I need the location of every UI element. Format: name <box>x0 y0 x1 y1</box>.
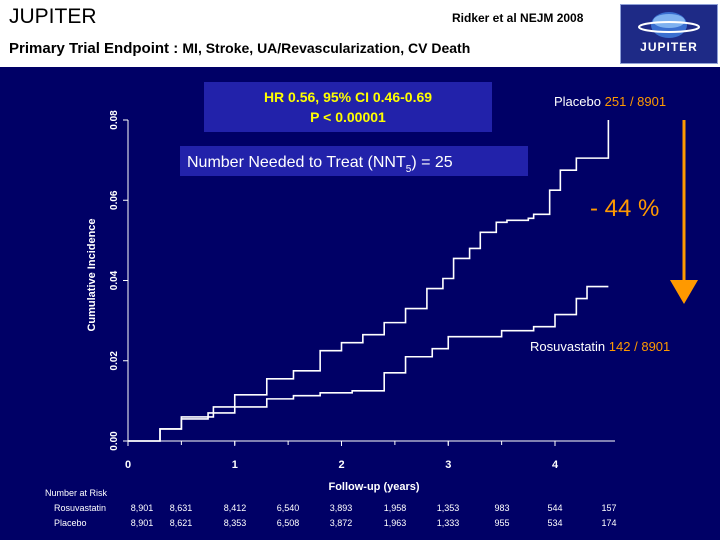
rosuva-name: Rosuvastatin <box>530 339 605 354</box>
rosuva-total: / 8901 <box>634 339 670 354</box>
series-line-rosuvastatin <box>128 285 609 442</box>
hr-box <box>204 82 492 132</box>
hr-text: HR 0.56, 95% CI 0.46-0.69 <box>264 89 432 105</box>
y-tick-label: 0.02 <box>109 351 120 371</box>
rosuva-events: 142 <box>609 339 631 354</box>
subtitle-separator: : <box>169 40 183 57</box>
y-axis-label: Cumulative Incidence <box>86 218 98 331</box>
x-ticks: 0 1 2 3 4 <box>125 441 559 471</box>
x-tick-label: 0 <box>125 459 131 471</box>
x-tick-label: 2 <box>338 459 344 471</box>
y-tick-label: 0.00 <box>109 431 120 451</box>
risk-row-label: Rosuvastatin <box>54 503 106 513</box>
risk-cell: 8,412 <box>224 503 247 513</box>
risk-cell: 8,901 <box>131 518 154 528</box>
jupiter-logo: JUPITER <box>620 4 718 64</box>
nnt-text: Number Needed to Treat (NNT5) = 25 <box>187 154 453 175</box>
risk-cell: 8,901 <box>131 503 154 513</box>
risk-cell: 174 <box>601 518 616 528</box>
nnt-box <box>180 146 528 176</box>
subtitle-endpoints: MI, Stroke, UA/Revascularization, CV Dea… <box>182 40 471 56</box>
series-layer <box>128 120 610 442</box>
risk-cell: 983 <box>494 503 509 513</box>
placebo-total: / 8901 <box>630 94 666 109</box>
slide-header: JUPITER Ridker et al NEJM 2008 Primary T… <box>0 0 720 67</box>
planet-icon <box>638 12 700 38</box>
slide-subtitle: Primary Trial Endpoint : MI, Stroke, UA/… <box>9 40 470 57</box>
risk-cell: 1,353 <box>437 503 460 513</box>
citation: Ridker et al NEJM 2008 <box>452 11 584 25</box>
reduction-label: - 44 % <box>590 195 659 222</box>
x-tick-label: 1 <box>232 459 238 471</box>
p-value-text: P < 0.00001 <box>310 109 386 125</box>
risk-cell: 8,631 <box>170 503 193 513</box>
risk-cell: 1,958 <box>384 503 407 513</box>
nnt-suffix: ) = 25 <box>411 154 452 171</box>
risk-cell: 1,963 <box>384 518 407 528</box>
y-tick-label: 0.08 <box>109 110 120 130</box>
down-arrow-icon <box>670 280 698 304</box>
risk-cell: 1,333 <box>437 518 460 528</box>
risk-row-label: Placebo <box>54 518 87 528</box>
risk-cell: 6,540 <box>277 503 300 513</box>
risk-cell: 544 <box>547 503 562 513</box>
x-tick-label: 3 <box>445 459 451 471</box>
placebo-events: 251 <box>605 94 627 109</box>
series-line-placebo <box>128 120 610 442</box>
risk-cell: 8,353 <box>224 518 247 528</box>
rosuva-label: Rosuvastatin 142 / 8901 <box>530 339 670 354</box>
risk-cell: 3,872 <box>330 518 353 528</box>
slide-title: JUPITER <box>9 5 97 28</box>
y-tick-label: 0.06 <box>109 190 120 210</box>
placebo-label: Placebo 251 / 8901 <box>554 94 666 109</box>
risk-cell: 534 <box>547 518 562 528</box>
risk-table-title: Number at Risk <box>45 488 108 498</box>
risk-table: Number at Risk Rosuvastatin 8,901 8,631 8,4… <box>45 488 617 528</box>
x-axis-label: Follow-up (years) <box>328 481 419 493</box>
risk-cell: 955 <box>494 518 509 528</box>
risk-cell: 157 <box>601 503 616 513</box>
nnt-prefix: Number Needed to Treat (NNT <box>187 154 406 171</box>
risk-cell: 6,508 <box>277 518 300 528</box>
nnt-subscript: 5 <box>406 164 412 175</box>
logo-text: JUPITER <box>640 40 698 54</box>
subtitle-main: Primary Trial Endpoint <box>9 40 170 57</box>
risk-cell: 8,621 <box>170 518 193 528</box>
risk-cell: 3,893 <box>330 503 353 513</box>
x-tick-label: 4 <box>552 459 559 471</box>
y-tick-label: 0.04 <box>109 270 120 290</box>
placebo-name: Placebo <box>554 94 601 109</box>
y-ticks: 0.00 0.02 0.04 0.06 0.08 <box>109 110 128 451</box>
